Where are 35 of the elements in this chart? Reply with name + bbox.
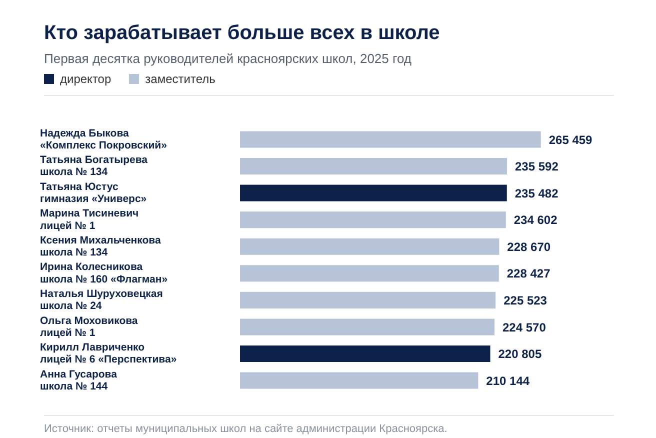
y-tick-label: Марина Тисиневич лицей № 1 xyxy=(40,208,139,232)
data-label: 220 805 xyxy=(498,347,542,362)
y-tick-label: Татьяна Богатырева школа № 134 xyxy=(40,154,148,178)
legend-label: заместитель xyxy=(144,72,216,86)
data-label: 210 144 xyxy=(486,374,530,388)
y-tick-label: Наталья Шуруховецкая школа № 24 xyxy=(40,288,163,312)
bar xyxy=(240,184,507,202)
y-tick-label: Ксения Михальченкова школа № 134 xyxy=(40,234,161,259)
data-label: 228 670 xyxy=(507,240,551,254)
text: Источник: отчеты муниципальных школ на сайте администрации Красноярска. xyxy=(44,423,448,435)
y-tick-label: Ольга Моховикова лицей № 1 xyxy=(40,314,138,339)
data-label: 224 570 xyxy=(502,320,546,334)
bar xyxy=(240,318,495,336)
bar xyxy=(240,158,508,175)
bar xyxy=(240,265,499,282)
y-tick-label: Кирилл Лавриченко лицей № 6 «Перспектива» xyxy=(40,342,177,366)
data-label: 234 602 xyxy=(514,213,558,228)
chart-title: Кто зарабатывает больше всех в школе xyxy=(44,22,440,45)
y-tick-label: Ирина Колесникова школа № 160 «Флагман» xyxy=(40,261,168,286)
y-tick-label: Надежда Быкова «Комплекс Покровский» xyxy=(40,127,168,152)
data-label: 265 459 xyxy=(548,132,593,147)
data-label: 228 427 xyxy=(506,266,551,281)
data-label: 235 482 xyxy=(514,186,559,200)
bar xyxy=(240,212,506,228)
bar xyxy=(240,292,496,308)
legend-label: директор xyxy=(59,72,112,86)
data-label: 225 523 xyxy=(504,293,548,308)
bar xyxy=(240,131,541,148)
bar xyxy=(240,238,500,255)
y-tick-label: Татьяна Юстус гимназия «Универс» xyxy=(40,180,147,205)
bar xyxy=(240,372,478,389)
y-tick-label: Анна Гусарова школа № 144 xyxy=(40,368,118,392)
chart-subtitle: Первая десятка руководителей красноярских школ, 2025 год xyxy=(44,51,412,66)
bar xyxy=(240,345,490,362)
data-label: 235 592 xyxy=(515,160,559,174)
